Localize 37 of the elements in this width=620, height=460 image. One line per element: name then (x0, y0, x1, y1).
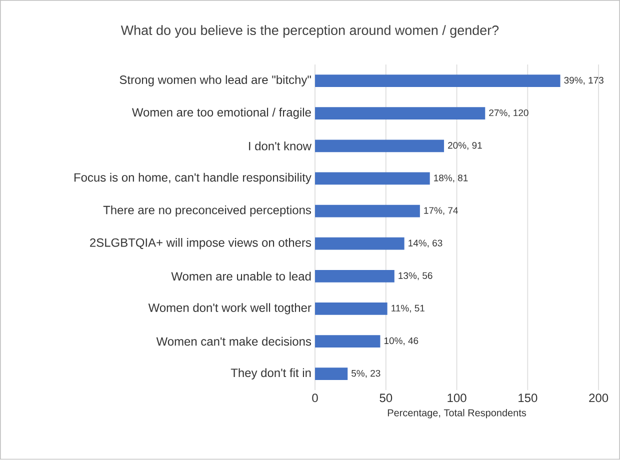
data-label: 5%, 23 (352, 370, 380, 378)
y-tick-label: 2SLGBTQIA+ will impose views on others (90, 238, 312, 250)
bar (315, 172, 430, 185)
bar (315, 270, 394, 283)
x-tick-label: 200 (589, 394, 608, 402)
y-tick-label: Strong women who lead are "bitchy" (120, 75, 311, 87)
bar (315, 368, 348, 380)
y-tick-label: Women can't make decisions (156, 337, 312, 346)
bar (315, 335, 380, 348)
data-label: 13%, 56 (398, 272, 432, 280)
y-tick-label: I don't know (249, 142, 312, 150)
y-tick-label: Focus is on home, can't handle responsibility (74, 173, 312, 184)
data-label: 17%, 74 (424, 207, 458, 216)
data-label: 18%, 81 (434, 174, 468, 183)
bar (315, 74, 560, 88)
x-tick-label: 100 (448, 394, 466, 402)
y-tick-label: Women don't work well togther (148, 303, 312, 314)
x-axis-title: Percentage, Total Respondents (388, 409, 526, 418)
x-tick-label: 50 (380, 394, 392, 402)
bar (315, 302, 388, 316)
y-tick-label: Women are unable to lead (171, 272, 311, 281)
x-tick-label: 0 (312, 394, 318, 402)
data-label: 20%, 91 (448, 142, 482, 150)
x-tick-label: 150 (518, 394, 538, 402)
y-tick-label: They don't fit in (230, 368, 311, 380)
data-label: 39%, 173 (564, 77, 604, 85)
data-label: 27%, 120 (489, 110, 528, 118)
data-label: 14%, 63 (408, 240, 442, 248)
bar (315, 140, 444, 152)
data-label: 10%, 46 (384, 338, 418, 346)
data-label: 11%, 51 (392, 305, 424, 313)
y-tick-label: There are no preconceived perceptions (103, 206, 312, 217)
bar (315, 238, 404, 250)
bar (315, 107, 486, 120)
chart-title: What do you believe is the perception around women / gender? (120, 25, 499, 38)
bar (315, 205, 420, 218)
y-tick-label: Women are too emotional / fragile (132, 108, 311, 120)
